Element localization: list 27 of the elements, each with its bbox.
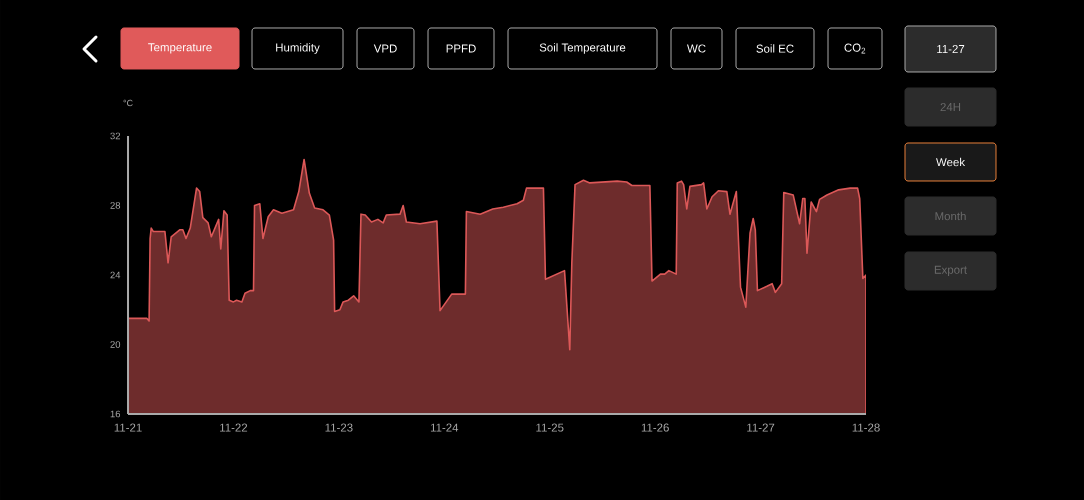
text: PPFD	[446, 44, 476, 53]
text: Export	[934, 265, 967, 277]
text: Soil Temperature	[539, 43, 626, 54]
text: 24H	[940, 102, 961, 111]
y-tick-label: 28	[110, 202, 121, 209]
x-tick-label: 11-22	[220, 423, 248, 432]
text: Week	[936, 157, 966, 167]
x-tick-label: 11-26	[641, 423, 669, 432]
text: Month	[935, 211, 966, 221]
text: VPD	[373, 44, 397, 53]
x-tick-label: 11-25	[536, 423, 564, 432]
y-tick-label: 24	[110, 271, 121, 279]
text: CO$_{2}$	[844, 43, 866, 54]
text: WC	[687, 44, 706, 53]
y-tick-label: 16	[110, 410, 121, 418]
x-tick-label: 11-24	[430, 423, 459, 432]
text: Humidity	[276, 43, 320, 54]
x-tick-label: 11-21	[114, 423, 142, 432]
x-tick-label: 11-23	[325, 423, 353, 432]
text: Soil EC	[756, 44, 794, 53]
y-axis-title: °C	[123, 99, 133, 107]
text: 11-27	[937, 44, 965, 53]
chart-title: Temperature	[148, 43, 212, 54]
x-tick-label: 11-27	[747, 423, 775, 432]
y-tick-label: 20	[110, 341, 121, 348]
y-tick-label: 32	[110, 132, 121, 140]
x-tick-label: 11-28	[852, 423, 880, 432]
